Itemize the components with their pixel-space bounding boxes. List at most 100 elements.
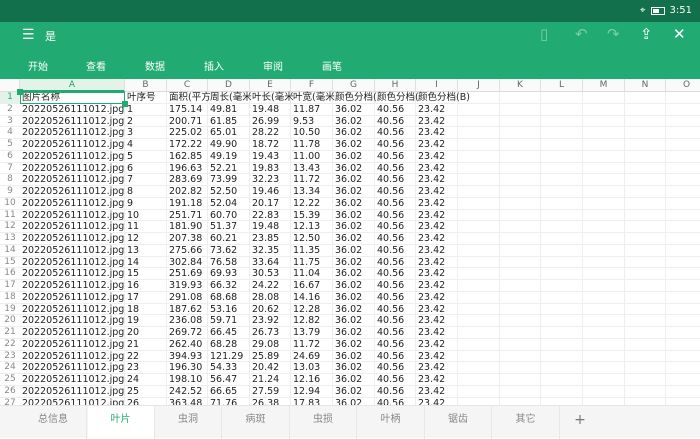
- cell-E2[interactable]: 19.48: [252, 103, 280, 115]
- cell-G1[interactable]: 颜色分档(: [335, 92, 377, 103]
- cell-H10[interactable]: 40.56: [377, 197, 405, 209]
- cell-G22[interactable]: 36.02: [335, 338, 363, 350]
- cell-D19[interactable]: 53.16: [210, 303, 238, 315]
- cell-I26[interactable]: 23.42: [418, 385, 446, 397]
- cell-G3[interactable]: 36.02: [335, 115, 363, 127]
- cell-H18[interactable]: 40.56: [377, 291, 405, 303]
- row-header[interactable]: 9: [7, 186, 13, 196]
- cell-D13[interactable]: 60.21: [210, 233, 238, 244]
- cell-H1[interactable]: 颜色分档(: [377, 92, 419, 103]
- cell-E8[interactable]: 32.23: [252, 174, 280, 186]
- cell-C4[interactable]: 225.02: [169, 127, 203, 139]
- cell-I4[interactable]: 23.42: [418, 127, 446, 139]
- cell-I17[interactable]: 23.42: [418, 280, 446, 291]
- column-header-F[interactable]: F: [291, 79, 333, 92]
- cell-E11[interactable]: 22.83: [252, 209, 280, 221]
- cell-F7[interactable]: 13.43: [293, 162, 321, 174]
- cell-E21[interactable]: 26.73: [252, 327, 280, 338]
- row-header[interactable]: 21: [4, 327, 16, 337]
- row-header[interactable]: 14: [4, 244, 16, 255]
- cell-I25[interactable]: 23.42: [418, 374, 446, 385]
- cell-D24[interactable]: 54.33: [210, 362, 238, 374]
- cell-F21[interactable]: 13.79: [293, 327, 321, 338]
- cell-I13[interactable]: 23.42: [418, 233, 446, 244]
- cell-C27[interactable]: 363.48: [169, 397, 203, 406]
- cell-B12[interactable]: 11: [127, 221, 140, 233]
- cell-G25[interactable]: 36.02: [335, 374, 363, 385]
- cell-I1[interactable]: 颜色分档(B): [418, 92, 470, 103]
- cell-H4[interactable]: 40.56: [377, 127, 405, 139]
- cell-A4[interactable]: 20220526111012.jpg: [22, 127, 125, 139]
- cell-H6[interactable]: 40.56: [377, 150, 405, 162]
- cell-G4[interactable]: 36.02: [335, 127, 363, 139]
- cell-B4[interactable]: 3: [127, 127, 134, 139]
- cell-A19[interactable]: 20220526111012.jpg: [22, 303, 125, 315]
- cell-A2[interactable]: 20220526111012.jpg: [22, 103, 125, 115]
- cell-I23[interactable]: 23.42: [418, 350, 446, 362]
- cell-H25[interactable]: 40.56: [377, 374, 405, 385]
- row-header[interactable]: 1: [0, 92, 20, 104]
- cell-I22[interactable]: 23.42: [418, 338, 446, 350]
- cell-E12[interactable]: 19.48: [252, 221, 280, 233]
- cell-E16[interactable]: 30.53: [252, 268, 280, 280]
- cell-A16[interactable]: 20220526111012.jpg: [22, 268, 125, 280]
- column-header-K[interactable]: K: [500, 79, 541, 92]
- cell-H16[interactable]: 40.56: [377, 268, 405, 280]
- cell-H14[interactable]: 40.56: [377, 244, 405, 256]
- row-header[interactable]: 10: [4, 197, 16, 208]
- cell-G20[interactable]: 36.02: [335, 315, 363, 327]
- cell-A1[interactable]: 图片名称: [22, 92, 61, 103]
- cell-E26[interactable]: 27.59: [252, 385, 280, 397]
- cell-D8[interactable]: 73.99: [210, 174, 238, 186]
- cell-A9[interactable]: 20220526111012.jpg: [22, 186, 125, 197]
- cell-I10[interactable]: 23.42: [418, 197, 446, 209]
- cell-A5[interactable]: 20220526111012.jpg: [22, 139, 125, 150]
- column-header-G[interactable]: G: [333, 79, 375, 92]
- cell-H27[interactable]: 40.56: [377, 397, 405, 406]
- cell-A25[interactable]: 20220526111012.jpg: [22, 374, 125, 385]
- cell-F4[interactable]: 10.50: [293, 127, 321, 139]
- cell-G7[interactable]: 36.02: [335, 162, 363, 174]
- cell-B10[interactable]: 9: [127, 197, 134, 209]
- cell-G17[interactable]: 36.02: [335, 280, 363, 291]
- cell-D22[interactable]: 68.28: [210, 338, 238, 350]
- cell-F9[interactable]: 13.34: [293, 186, 321, 197]
- cell-G18[interactable]: 36.02: [335, 291, 363, 303]
- cell-G26[interactable]: 36.02: [335, 385, 363, 397]
- column-header-J[interactable]: J: [458, 79, 500, 92]
- cell-I11[interactable]: 23.42: [418, 209, 446, 221]
- cell-E15[interactable]: 33.64: [252, 256, 280, 268]
- sheet-tab-6[interactable]: 锯齿: [425, 406, 492, 439]
- cell-I3[interactable]: 23.42: [418, 115, 446, 127]
- column-header-C[interactable]: C: [167, 79, 208, 92]
- column-header-H[interactable]: H: [375, 79, 416, 92]
- cell-H24[interactable]: 40.56: [377, 362, 405, 374]
- cell-E5[interactable]: 18.72: [252, 139, 280, 150]
- row-header[interactable]: 4: [7, 127, 13, 138]
- row-header[interactable]: 17: [4, 280, 16, 290]
- cell-B1[interactable]: 叶序号: [127, 92, 156, 103]
- column-header-I[interactable]: I: [416, 79, 458, 92]
- tab-view[interactable]: 查看: [86, 62, 106, 73]
- tab-data[interactable]: 数据: [145, 62, 165, 73]
- save-icon[interactable]: ▯: [540, 25, 549, 43]
- cell-B19[interactable]: 18: [127, 303, 140, 315]
- cell-D1[interactable]: 周长(毫米: [210, 92, 252, 103]
- cell-E3[interactable]: 26.99: [252, 115, 280, 127]
- cell-A13[interactable]: 20220526111012.jpg: [22, 233, 125, 244]
- cell-A20[interactable]: 20220526111012.jpg: [22, 315, 125, 327]
- cell-F20[interactable]: 12.82: [293, 315, 321, 327]
- cell-A17[interactable]: 20220526111012.jpg: [22, 280, 125, 291]
- cell-I21[interactable]: 23.42: [418, 327, 446, 338]
- cell-F27[interactable]: 17.83: [293, 397, 321, 406]
- cell-D17[interactable]: 66.32: [210, 280, 238, 291]
- cell-E19[interactable]: 20.62: [252, 303, 280, 315]
- cell-C8[interactable]: 283.69: [169, 174, 203, 186]
- cell-C2[interactable]: 175.14: [169, 103, 203, 115]
- cell-D15[interactable]: 76.58: [210, 256, 238, 268]
- cell-F16[interactable]: 11.04: [293, 268, 321, 280]
- cell-B2[interactable]: 1: [127, 103, 134, 115]
- sheet-tab-1[interactable]: 叶片: [87, 406, 155, 439]
- cell-D18[interactable]: 68.68: [210, 291, 238, 303]
- cell-D20[interactable]: 59.71: [210, 315, 238, 327]
